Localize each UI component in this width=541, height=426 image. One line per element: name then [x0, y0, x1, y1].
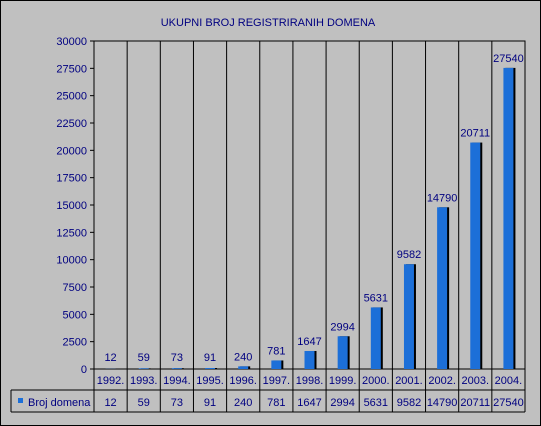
- bar: [370, 307, 381, 369]
- bar: [238, 366, 249, 369]
- bar: [437, 207, 448, 369]
- table-value: 12: [104, 397, 116, 409]
- y-tick-label: 0: [81, 364, 87, 376]
- x-tick-label: 2004.: [495, 375, 523, 387]
- plot-area: [93, 40, 526, 370]
- bar: [271, 360, 282, 369]
- bar: [205, 368, 216, 369]
- data-label: 2994: [330, 321, 354, 333]
- bar: [470, 142, 481, 369]
- y-tick-label: 12500: [56, 227, 87, 239]
- x-tick-label: 2001.: [395, 375, 423, 387]
- y-tick-label: 27500: [56, 63, 87, 75]
- x-tick-label: 1992.: [97, 375, 125, 387]
- data-label: 1647: [297, 336, 321, 348]
- y-tick-label: 2500: [63, 337, 87, 349]
- bar: [503, 67, 514, 370]
- data-label: 781: [267, 345, 285, 357]
- table-value: 91: [204, 397, 216, 409]
- table-value: 781: [267, 397, 285, 409]
- y-tick-label: 10000: [56, 255, 87, 267]
- chart-title: UKUPNI BROJ REGISTRIRANIH DOMENA: [161, 17, 376, 29]
- y-tick-label: 5000: [63, 309, 87, 321]
- table-value: 14790: [427, 397, 458, 409]
- x-tick-label: 1996.: [229, 375, 257, 387]
- bar: [138, 368, 149, 369]
- table-value: 59: [138, 397, 150, 409]
- data-label: 20711: [460, 128, 490, 140]
- bar: [304, 350, 315, 369]
- x-tick-label: 1997.: [263, 375, 291, 387]
- y-tick-label: 20000: [56, 145, 87, 157]
- table-value: 2994: [330, 397, 354, 409]
- table-value: 73: [171, 397, 183, 409]
- table-value: 240: [234, 397, 252, 409]
- data-label: 9582: [397, 249, 421, 261]
- x-tick-label: 1994.: [163, 375, 191, 387]
- data-label: 73: [171, 352, 183, 364]
- data-label: 5631: [364, 292, 388, 304]
- y-tick-label: 15000: [56, 200, 87, 212]
- legend-swatch: [18, 398, 23, 403]
- x-tick-label: 1998.: [296, 375, 324, 387]
- table-value: 20711: [460, 397, 490, 409]
- data-label: 27540: [493, 53, 524, 65]
- x-tick-label: 1999.: [329, 375, 357, 387]
- y-tick-label: 22500: [56, 118, 87, 130]
- y-tick-label: 25000: [56, 91, 87, 103]
- x-tick-label: 1995.: [196, 375, 224, 387]
- bar: [337, 336, 348, 369]
- data-label: 12: [104, 352, 116, 364]
- legend-label: Broj domena: [28, 397, 91, 409]
- x-tick-label: 2000.: [362, 375, 390, 387]
- data-label: 59: [138, 352, 150, 364]
- data-label: 240: [234, 351, 252, 363]
- data-label: 14790: [427, 192, 458, 204]
- data-label: 91: [204, 352, 216, 364]
- x-tick-label: 1993.: [130, 375, 158, 387]
- y-tick-label: 7500: [63, 282, 87, 294]
- table-value: 9582: [397, 397, 421, 409]
- table-value: 1647: [297, 397, 321, 409]
- y-tick-label: 30000: [56, 36, 87, 48]
- x-tick-label: 2003.: [462, 375, 490, 387]
- bar: [403, 264, 414, 369]
- y-tick-label: 17500: [56, 173, 87, 185]
- x-tick-label: 2002.: [428, 375, 456, 387]
- table-value: 5631: [364, 397, 388, 409]
- bar: [171, 368, 182, 369]
- table-value: 27540: [493, 397, 524, 409]
